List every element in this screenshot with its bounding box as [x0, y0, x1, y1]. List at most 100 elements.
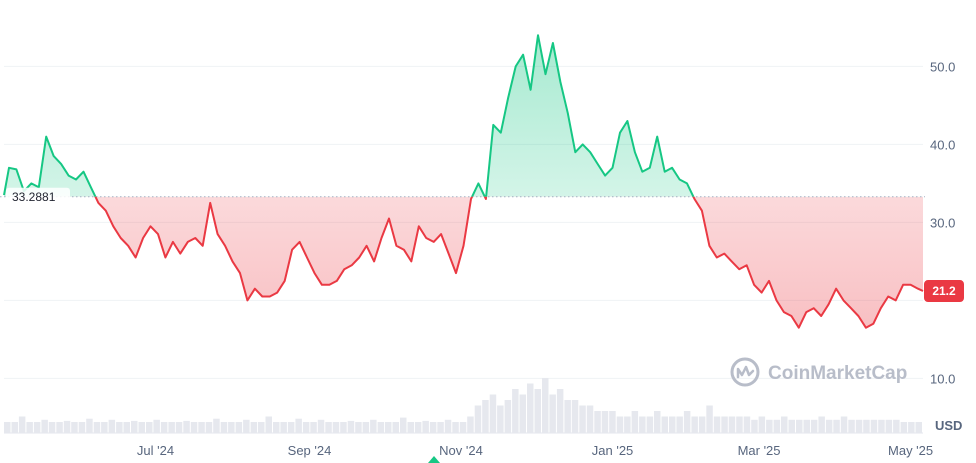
volume-bar — [885, 419, 893, 433]
volume-bar — [370, 419, 377, 433]
volume-bar — [803, 419, 810, 433]
y-axis: 10.0 30.0 40.0 50.0 — [930, 59, 955, 386]
volume-bar — [609, 411, 616, 433]
volume-bar — [116, 422, 123, 433]
last-price-badge: 21.2 — [924, 280, 964, 303]
volume-bar — [414, 422, 422, 433]
x-tick-label: Mar '25 — [738, 443, 781, 458]
volume-bar — [123, 422, 130, 433]
x-tick-label: Jul '24 — [137, 443, 174, 458]
watermark-text: CoinMarketCap — [768, 363, 907, 384]
volume-bar — [168, 422, 175, 433]
volume-bar — [146, 422, 153, 433]
volume-bar — [347, 420, 355, 433]
volume-bar — [444, 419, 452, 433]
volume-bar — [721, 416, 728, 433]
volume-bar — [669, 416, 676, 433]
volume-bar — [265, 416, 272, 433]
volume-bar — [26, 422, 33, 433]
volume-bar — [243, 419, 250, 433]
y-tick-label: 10.0 — [930, 371, 955, 386]
volume-bar — [751, 419, 758, 433]
event-marker-icon — [428, 456, 440, 463]
volume-bar — [474, 405, 482, 433]
volume-bar — [773, 419, 781, 433]
volume-bar — [489, 394, 497, 433]
volume-bar — [228, 422, 235, 433]
volume-bar — [870, 419, 878, 433]
volume-bar — [250, 422, 258, 433]
volume-bar — [205, 422, 213, 433]
area-above-baseline — [4, 35, 694, 197]
volume-bar — [915, 422, 922, 433]
volume-bar — [175, 422, 183, 433]
volume-bar — [698, 416, 706, 433]
volume-bar — [190, 422, 198, 433]
volume-bar — [691, 416, 698, 433]
volume-bar — [71, 422, 78, 433]
volume-bar — [497, 405, 504, 433]
volume-bar — [317, 419, 325, 433]
volume-bar — [198, 422, 205, 433]
volume-bar — [796, 419, 803, 433]
volume-bar — [467, 416, 474, 433]
volume-bar — [833, 419, 840, 433]
volume-bar — [504, 400, 512, 433]
volume-bar — [542, 378, 549, 433]
volume-bar — [788, 419, 795, 433]
volume-bar — [422, 420, 429, 433]
volume-bars — [4, 378, 922, 433]
volume-bar — [512, 389, 519, 433]
x-tick-label: May '25 — [888, 443, 933, 458]
volume-bar — [848, 419, 855, 433]
volume-bar — [459, 422, 467, 433]
volume-bar — [41, 419, 48, 433]
volume-bar — [18, 416, 26, 433]
volume-bar — [340, 422, 347, 433]
volume-bar — [108, 419, 116, 433]
volume-bar — [534, 389, 541, 433]
volume-bar — [153, 419, 160, 433]
x-axis: Jul '24 Sep '24 Nov '24 Jan '25 Mar '25 May '… — [137, 443, 933, 458]
volume-bar — [728, 416, 736, 433]
y-tick-label: 50.0 — [930, 59, 955, 74]
volume-bar — [758, 416, 766, 433]
volume-bar — [855, 419, 863, 433]
volume-bar — [33, 422, 41, 433]
volume-bar — [519, 394, 526, 433]
baseline-label: 33.2881 — [6, 187, 70, 206]
price-line-below — [94, 196, 924, 329]
volume-bar — [825, 419, 833, 433]
x-tick-label: Nov '24 — [439, 443, 483, 458]
volume-bar — [407, 422, 414, 433]
volume-bar — [676, 416, 683, 433]
volume-bar — [273, 422, 280, 433]
volume-bar — [280, 422, 287, 433]
volume-bar — [616, 416, 624, 433]
watermark: CoinMarketCap — [730, 357, 907, 387]
volume-bar — [302, 422, 310, 433]
volume-bar — [11, 422, 18, 433]
volume-bar — [4, 422, 11, 433]
volume-bar — [183, 420, 190, 433]
volume-bar — [385, 422, 392, 433]
volume-bar — [713, 416, 721, 433]
volume-bar — [56, 422, 63, 433]
volume-bar — [639, 416, 646, 433]
volume-bar — [683, 411, 691, 433]
last-price-value: 21.2 — [932, 284, 956, 298]
volume-bar — [908, 422, 915, 433]
currency-unit: USD — [935, 418, 962, 433]
volume-bar — [743, 416, 751, 433]
volume-bar — [586, 405, 594, 433]
volume-bar — [48, 422, 56, 433]
volume-bar — [377, 422, 385, 433]
volume-bar — [571, 400, 579, 433]
volume-bar — [295, 418, 302, 433]
volume-bar — [362, 422, 370, 433]
volume-bar — [601, 411, 609, 433]
volume-bar — [893, 419, 900, 433]
volume-bar — [766, 419, 773, 433]
volume-bar — [781, 416, 788, 433]
volume-bar — [556, 389, 564, 433]
